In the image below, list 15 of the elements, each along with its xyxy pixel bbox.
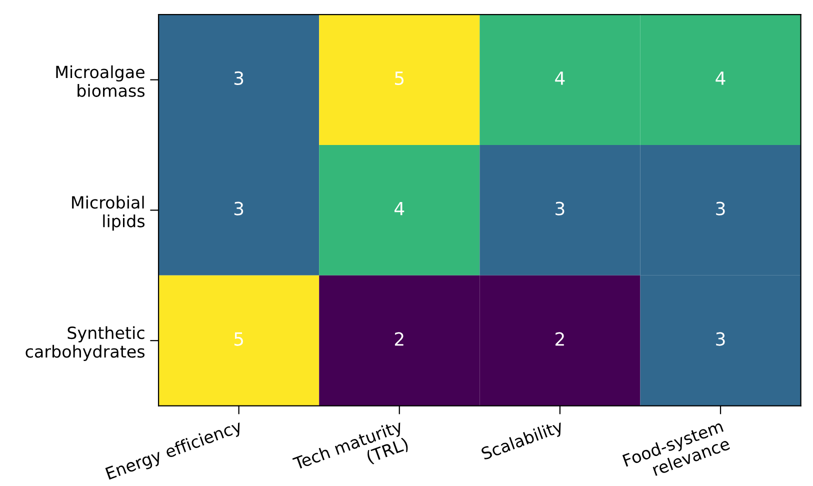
data-label: 4 [394,202,404,216]
data-label: 2 [394,332,404,346]
data-label: 3 [556,202,564,216]
y-tick-label: Synthetic carbohydrates [26,326,145,361]
data-label: 3 [234,71,244,86]
data-label: 5 [395,72,404,86]
data-label: 5 [234,332,243,346]
data-label: 2 [556,332,564,346]
data-label: 3 [716,202,725,216]
data-label: 4 [555,72,565,85]
y-tick-label: Microbial lipids [72,196,145,231]
data-label: 3 [716,332,725,346]
data-label: 4 [716,72,726,85]
y-tick-label: Microalgae biomass [56,65,145,97]
data-label: 3 [234,202,244,216]
